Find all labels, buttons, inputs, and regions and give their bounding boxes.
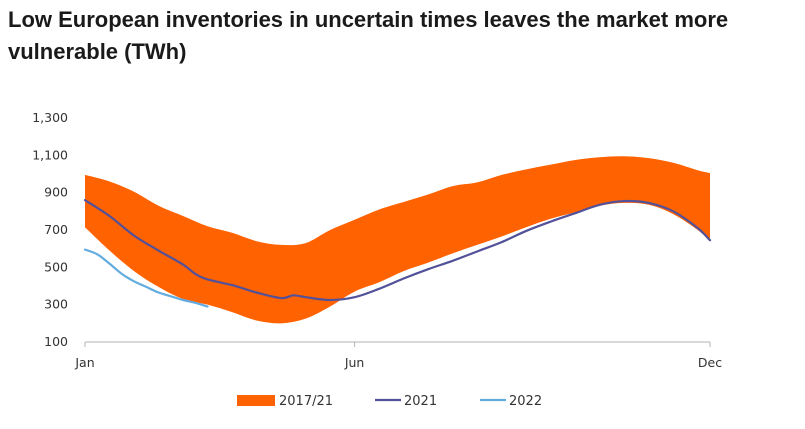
legend-item-2017/21: 2017/21 xyxy=(237,394,333,409)
y-tick-label: 300 xyxy=(44,297,68,312)
legend: 2017/21 2021 2022 xyxy=(237,394,542,409)
legend-label: 2017/21 xyxy=(279,394,333,409)
y-tick-label: 500 xyxy=(44,259,68,274)
y-tick-label: 1,300 xyxy=(32,110,68,125)
legend-item-2021: 2021 xyxy=(375,394,437,409)
area-layer xyxy=(85,156,710,324)
series-line-2021 xyxy=(83,199,712,302)
legend-label: 2022 xyxy=(509,394,542,409)
legend-item-2022: 2022 xyxy=(480,394,542,409)
y-tick-label: 900 xyxy=(44,185,68,200)
axis-layer: 100 300 500 700 900 1,100 1,300 Jan Jun Dec xyxy=(32,110,722,370)
y-tick-label: 100 xyxy=(44,334,68,349)
y-tick-label: 700 xyxy=(44,222,68,237)
legend-swatch xyxy=(237,395,275,406)
x-tick-label: Jun xyxy=(344,355,365,370)
x-tick-label: Jan xyxy=(74,355,94,370)
x-tick-label: Dec xyxy=(698,355,722,370)
series-line-2022 xyxy=(83,248,209,308)
line-layer xyxy=(83,199,712,308)
chart-title: Low European inventories in uncertain ti… xyxy=(8,7,729,64)
legend-label: 2021 xyxy=(404,394,437,409)
y-tick-label: 1,100 xyxy=(32,147,68,162)
range-area-2017-21 xyxy=(85,156,710,324)
